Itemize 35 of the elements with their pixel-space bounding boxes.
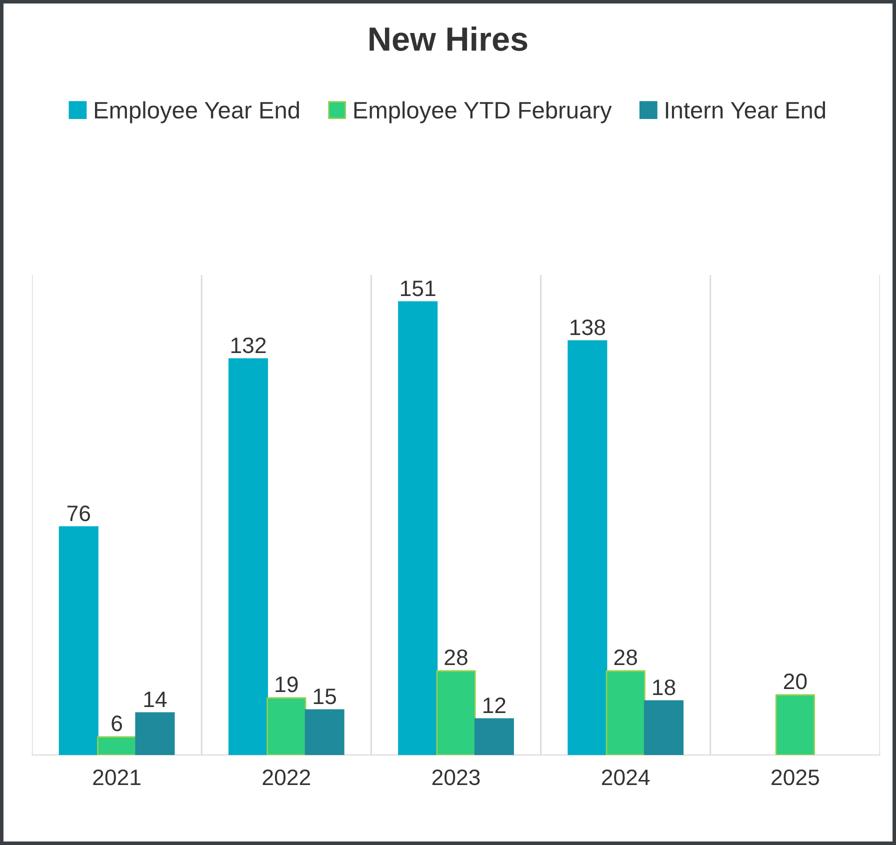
bar xyxy=(436,670,476,755)
data-label: 18 xyxy=(653,679,676,696)
bar xyxy=(228,358,268,755)
bar xyxy=(398,301,438,755)
x-tick-label: 2024 xyxy=(602,769,650,786)
x-tick-label: 2025 xyxy=(772,769,819,786)
legend-label: Employee Year End xyxy=(94,101,299,124)
bar xyxy=(474,718,514,755)
data-label: 15 xyxy=(314,688,336,704)
data-label: 20 xyxy=(784,673,807,690)
bar xyxy=(97,736,137,755)
data-label: 19 xyxy=(276,676,298,692)
data-label: 14 xyxy=(144,692,167,707)
bar xyxy=(304,709,344,755)
x-tick-label: 2021 xyxy=(93,769,140,786)
bar xyxy=(644,700,684,755)
data-label: 12 xyxy=(483,697,506,713)
data-label: 138 xyxy=(570,319,606,336)
data-label: 151 xyxy=(401,280,436,296)
bar xyxy=(606,670,646,755)
data-label: 132 xyxy=(231,337,266,354)
bar xyxy=(135,712,175,755)
data-label: 28 xyxy=(614,649,637,666)
bar xyxy=(568,340,608,755)
bar xyxy=(775,694,815,755)
chart-title: New Hires xyxy=(370,26,528,51)
data-label: 6 xyxy=(112,715,122,732)
bar xyxy=(58,526,98,755)
x-tick-label: 2023 xyxy=(432,769,480,786)
x-tick-label: 2022 xyxy=(262,769,310,786)
legend-label: Intern Year End xyxy=(666,101,826,119)
bar xyxy=(266,697,306,755)
data-label: 76 xyxy=(67,505,90,522)
legend-label: Employee YTD February xyxy=(354,101,612,124)
data-label: 28 xyxy=(444,649,468,666)
